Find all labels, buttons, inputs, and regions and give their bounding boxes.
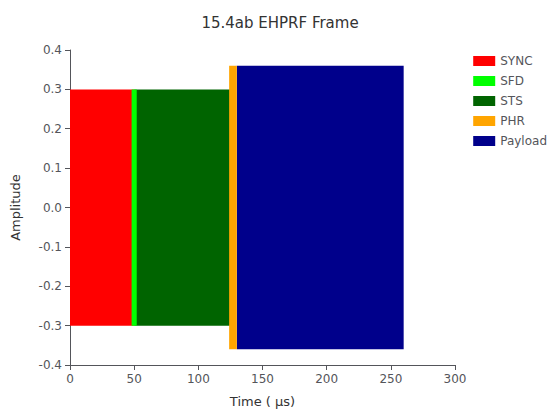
svg-text:200: 200 — [315, 372, 338, 386]
svg-text:0.4: 0.4 — [43, 43, 62, 57]
svg-text:Payload: Payload — [500, 134, 547, 148]
svg-text:15.4ab EHPRF Frame: 15.4ab EHPRF Frame — [201, 14, 358, 32]
svg-text:PHR: PHR — [500, 114, 525, 128]
svg-text:-0.4: -0.4 — [39, 358, 62, 372]
svg-text:SFD: SFD — [500, 74, 524, 88]
svg-text:250: 250 — [379, 372, 402, 386]
svg-text:150: 150 — [251, 372, 274, 386]
svg-text:300: 300 — [444, 372, 467, 386]
svg-text:-0.3: -0.3 — [39, 319, 62, 333]
svg-text:0.3: 0.3 — [43, 82, 62, 96]
svg-text:-0.2: -0.2 — [39, 279, 62, 293]
svg-text:STS: STS — [500, 94, 523, 108]
svg-text:Amplitude: Amplitude — [8, 174, 23, 241]
svg-text:0: 0 — [66, 372, 74, 386]
svg-text:100: 100 — [187, 372, 210, 386]
svg-text:0.1: 0.1 — [43, 161, 62, 175]
svg-text:50: 50 — [127, 372, 142, 386]
svg-text:0.0: 0.0 — [43, 201, 62, 215]
svg-text:-0.1: -0.1 — [39, 240, 62, 254]
svg-text:SYNC: SYNC — [500, 54, 532, 68]
svg-text:0.2: 0.2 — [43, 122, 62, 136]
svg-text:Time ( μs): Time ( μs) — [229, 394, 295, 409]
